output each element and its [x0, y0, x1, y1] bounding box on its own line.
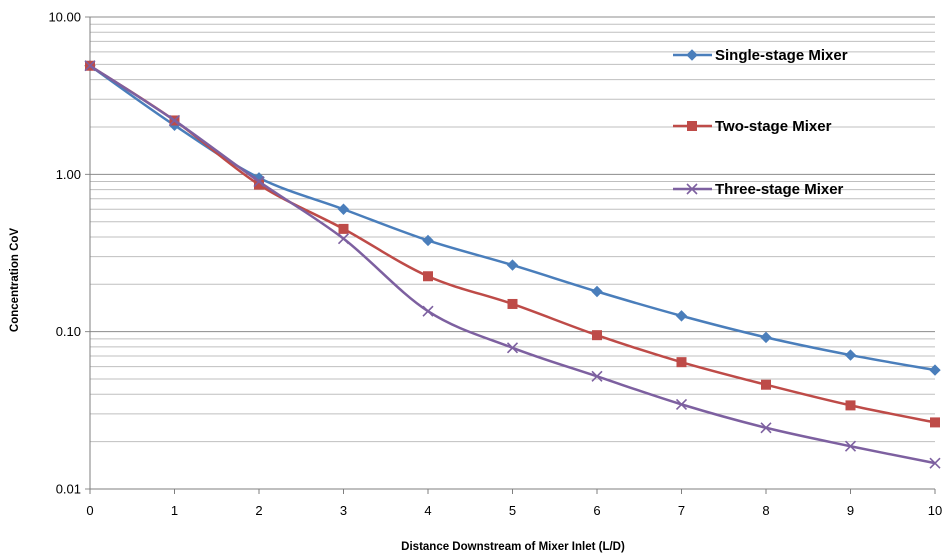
series-layer: [84, 60, 941, 469]
legend-label: Three-stage Mixer: [715, 181, 844, 198]
legend-item-2: Two-stage Mixer: [673, 118, 832, 135]
y-tick-label: 0.01: [56, 482, 81, 497]
legend-marker: [686, 49, 698, 61]
x-tick-label: 5: [509, 503, 516, 518]
data-point: [84, 60, 96, 72]
data-point: [929, 364, 941, 376]
data-point: [422, 305, 434, 317]
data-point: [506, 259, 519, 271]
x-tick-label: 9: [847, 503, 854, 518]
series-2: [85, 60, 940, 428]
data-point: [591, 285, 603, 298]
legend-item-1: Single-stage Mixer: [673, 47, 848, 64]
legend-marker: [686, 183, 698, 195]
series-line: [89, 64, 936, 465]
axes: [89, 17, 936, 494]
data-point: [337, 203, 350, 215]
data-point: [423, 271, 433, 282]
data-point: [507, 298, 518, 309]
x-tick-label: 1: [171, 503, 178, 518]
data-point: [422, 234, 434, 247]
legend-marker: [687, 121, 697, 131]
x-tick-label: 4: [424, 503, 431, 518]
legend-label: Two-stage Mixer: [715, 118, 832, 135]
data-point: [845, 400, 856, 411]
data-point: [761, 379, 771, 390]
data-point: [930, 417, 940, 428]
data-point: [929, 457, 941, 469]
data-point: [253, 175, 265, 188]
series-line: [89, 64, 936, 372]
major-gridlines: [85, 16, 935, 490]
x-tick-label: 6: [593, 503, 600, 518]
legend: Single-stage Mixer Two-stage Mixer Three-s…: [673, 47, 848, 198]
data-point: [675, 398, 688, 410]
y-tick-label: 1.00: [56, 167, 81, 182]
legend-item-3: Three-stage Mixer: [673, 181, 844, 198]
data-point: [760, 331, 772, 344]
x-tick-label: 8: [762, 503, 769, 518]
x-tick-label: 3: [340, 503, 347, 518]
data-point: [338, 223, 349, 234]
x-tick-label: 2: [255, 503, 262, 518]
data-point: [760, 422, 772, 434]
data-point: [675, 310, 688, 322]
legend-label: Single-stage Mixer: [715, 47, 848, 64]
data-point: [337, 233, 350, 245]
data-point: [844, 349, 857, 361]
data-point: [592, 330, 602, 341]
x-tick-label: 0: [86, 503, 93, 518]
y-axis-title: Concentration CoV: [9, 228, 21, 332]
y-tick-label: 10.00: [48, 10, 81, 25]
data-point: [254, 179, 264, 190]
data-point: [676, 357, 687, 368]
series-3: [84, 60, 941, 469]
y-tick-label: 0.10: [56, 324, 81, 339]
data-point: [591, 370, 603, 382]
data-point: [168, 114, 181, 127]
series-1: [84, 60, 941, 376]
x-tick-label: 7: [678, 503, 685, 518]
minor-gridlines: [90, 23, 935, 443]
x-tick-label: 10: [928, 503, 942, 518]
x-axis-title: Distance Downstream of Mixer Inlet (L/D): [401, 541, 625, 553]
tick-labels: 0.01 0.10 1.00 10.00 0 1 2 3 4 5 6 7 8 9 10: [48, 10, 942, 519]
data-point: [506, 342, 519, 354]
data-point: [844, 440, 857, 452]
